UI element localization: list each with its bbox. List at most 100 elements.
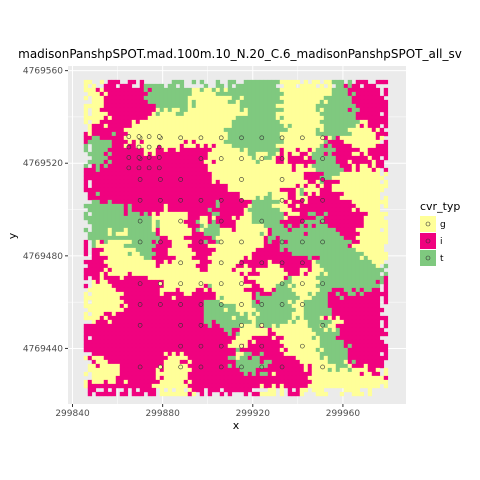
raster-cell	[115, 251, 121, 257]
raster-cell	[163, 307, 169, 313]
raster-cell	[383, 131, 389, 137]
raster-cell	[147, 183, 153, 189]
raster-cell	[287, 195, 293, 201]
raster-cell	[255, 287, 261, 293]
raster-cell	[339, 271, 345, 277]
raster-cell	[307, 207, 313, 213]
raster-cell	[315, 239, 321, 245]
raster-cell	[299, 131, 305, 137]
raster-cell	[259, 103, 265, 109]
raster-cell	[247, 147, 253, 153]
raster-cell	[239, 319, 245, 325]
raster-cell	[247, 235, 253, 241]
raster-cell	[95, 159, 101, 165]
raster-cell	[83, 79, 89, 85]
raster-cell	[175, 243, 181, 249]
raster-cell	[131, 267, 137, 273]
raster-cell	[163, 147, 169, 153]
raster-cell	[323, 343, 329, 349]
raster-cell	[255, 119, 261, 125]
raster-cell	[171, 251, 177, 257]
raster-cell	[335, 287, 341, 293]
raster-cell	[379, 243, 385, 249]
raster-cell	[91, 127, 97, 133]
raster-cell	[259, 179, 265, 185]
raster-cell	[271, 123, 277, 129]
raster-cell	[95, 127, 101, 133]
raster-cell	[91, 83, 97, 89]
raster-cell	[167, 303, 173, 309]
raster-cell	[215, 159, 221, 165]
raster-cell	[347, 179, 353, 185]
raster-cell	[347, 143, 353, 149]
raster-cell	[127, 131, 133, 137]
raster-cell	[247, 219, 253, 225]
raster-cell	[171, 299, 177, 305]
raster-cell	[207, 283, 213, 289]
raster-cell	[139, 171, 145, 177]
raster-cell	[339, 295, 345, 301]
raster-cell	[347, 163, 353, 169]
raster-cell	[215, 143, 221, 149]
raster-cell	[267, 179, 273, 185]
raster-cell	[203, 171, 209, 177]
raster-cell	[143, 299, 149, 305]
raster-cell	[375, 235, 381, 241]
raster-cell	[259, 291, 265, 297]
raster-cell	[103, 143, 109, 149]
raster-cell	[359, 319, 365, 325]
raster-cell	[171, 159, 177, 165]
raster-cell	[135, 191, 141, 197]
raster-cell	[379, 199, 385, 205]
raster-cell	[271, 243, 277, 249]
raster-cell	[295, 119, 301, 125]
raster-cell	[311, 247, 317, 253]
raster-cell	[263, 311, 269, 317]
raster-cell	[115, 227, 121, 233]
raster-cell	[383, 147, 389, 153]
raster-cell	[271, 335, 277, 341]
raster-cell	[307, 231, 313, 237]
raster-cell	[243, 155, 249, 161]
raster-cell	[343, 227, 349, 233]
raster-cell	[163, 159, 169, 165]
raster-cell	[203, 307, 209, 313]
raster-cell	[235, 107, 241, 113]
raster-cell	[355, 167, 361, 173]
raster-cell	[91, 303, 97, 309]
raster-cell	[211, 279, 217, 285]
raster-cell	[211, 219, 217, 225]
raster-cell	[287, 91, 293, 97]
raster-cell	[247, 255, 253, 261]
raster-cell	[319, 87, 325, 93]
raster-cell	[331, 247, 337, 253]
raster-cell	[187, 195, 193, 201]
raster-cell	[351, 315, 357, 321]
raster-cell	[311, 99, 317, 105]
raster-cell	[151, 295, 157, 301]
raster-cell	[191, 271, 197, 277]
raster-cell	[95, 283, 101, 289]
raster-cell	[247, 139, 253, 145]
raster-cell	[331, 243, 337, 249]
raster-cell	[95, 287, 101, 293]
raster-cell	[199, 127, 205, 133]
raster-cell	[103, 315, 109, 321]
raster-cell	[283, 115, 289, 121]
raster-cell	[327, 163, 333, 169]
raster-cell	[99, 147, 105, 153]
raster-cell	[187, 99, 193, 105]
raster-cell	[127, 243, 133, 249]
raster-cell	[307, 251, 313, 257]
raster-cell	[283, 163, 289, 169]
raster-cell	[211, 155, 217, 161]
raster-cell	[155, 251, 161, 257]
raster-cell	[223, 143, 229, 149]
raster-cell	[367, 107, 373, 113]
raster-cell	[155, 287, 161, 293]
raster-cell	[375, 99, 381, 105]
raster-cell	[371, 199, 377, 205]
raster-cell	[307, 135, 313, 141]
raster-cell	[107, 307, 113, 313]
raster-cell	[179, 167, 185, 173]
